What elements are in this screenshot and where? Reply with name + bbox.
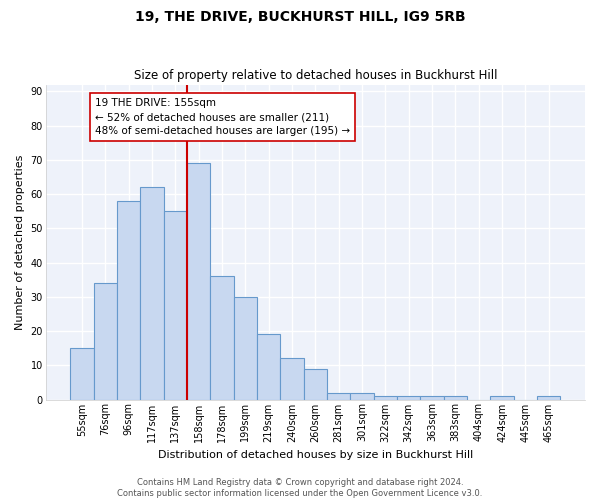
Bar xyxy=(233,297,257,400)
Bar xyxy=(421,396,444,400)
Bar xyxy=(187,164,210,400)
Bar xyxy=(537,396,560,400)
Title: Size of property relative to detached houses in Buckhurst Hill: Size of property relative to detached ho… xyxy=(134,69,497,82)
Bar xyxy=(257,334,280,400)
Text: 19 THE DRIVE: 155sqm
← 52% of detached houses are smaller (211)
48% of semi-deta: 19 THE DRIVE: 155sqm ← 52% of detached h… xyxy=(95,98,350,136)
Bar xyxy=(210,276,233,400)
Bar xyxy=(117,201,140,400)
Bar xyxy=(444,396,467,400)
Text: Contains HM Land Registry data © Crown copyright and database right 2024.
Contai: Contains HM Land Registry data © Crown c… xyxy=(118,478,482,498)
Y-axis label: Number of detached properties: Number of detached properties xyxy=(15,154,25,330)
Bar xyxy=(164,211,187,400)
Bar xyxy=(374,396,397,400)
Bar xyxy=(304,368,327,400)
Bar xyxy=(490,396,514,400)
Bar xyxy=(280,358,304,400)
Bar xyxy=(327,392,350,400)
Bar xyxy=(70,348,94,400)
Text: 19, THE DRIVE, BUCKHURST HILL, IG9 5RB: 19, THE DRIVE, BUCKHURST HILL, IG9 5RB xyxy=(134,10,466,24)
X-axis label: Distribution of detached houses by size in Buckhurst Hill: Distribution of detached houses by size … xyxy=(158,450,473,460)
Bar xyxy=(94,283,117,400)
Bar xyxy=(397,396,421,400)
Bar xyxy=(350,392,374,400)
Bar xyxy=(140,188,164,400)
